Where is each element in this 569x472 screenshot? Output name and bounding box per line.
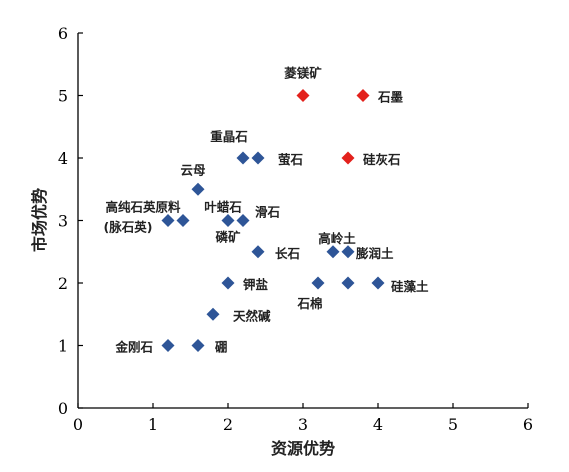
y-tick-label: 1 (58, 337, 68, 356)
data-point (161, 214, 175, 227)
data-point (236, 214, 250, 227)
point-label: 菱镁矿 (284, 66, 322, 81)
data-point (221, 276, 235, 290)
data-point (341, 276, 355, 290)
data-point (251, 151, 265, 165)
point-label: 云母 (180, 162, 206, 177)
point-label: 天然碱 (233, 308, 271, 323)
point-label: 硅藻土 (391, 279, 429, 294)
point-label: 重晶石 (210, 129, 248, 144)
x-tick-label: 3 (298, 415, 308, 434)
point-label: (脉石英) (104, 220, 153, 235)
point-label: 钾盐 (243, 277, 269, 292)
data-points (161, 89, 385, 352)
x-axis-title: 资源优势 (271, 439, 335, 458)
x-tick-label: 2 (223, 415, 233, 434)
y-tick-label: 5 (58, 87, 68, 106)
data-point (191, 339, 205, 352)
data-point (161, 339, 175, 352)
highlight-point (356, 89, 370, 102)
point-label: 硼 (215, 340, 228, 355)
point-label: 硅灰石 (363, 152, 401, 167)
y-tick-label: 2 (58, 274, 68, 293)
point-label: 金刚石 (114, 340, 153, 355)
data-point (236, 151, 250, 165)
data-point (251, 245, 265, 259)
x-tick-label: 6 (523, 415, 533, 434)
point-label: 高纯石英原料 (105, 200, 181, 215)
point-label: 叶蜡石 (204, 200, 242, 215)
y-tick-label: 0 (58, 399, 68, 418)
point-label: 萤石 (278, 152, 303, 167)
point-label: 高岭土 (318, 231, 356, 246)
data-point (341, 245, 355, 259)
ticks: 0 1 2 3 4 5 6 0 1 2 3 4 5 6 (58, 24, 533, 434)
point-label: 磷矿 (215, 230, 241, 245)
point-label: 石墨 (377, 90, 404, 105)
y-tick-label: 3 (58, 212, 68, 231)
point-label: 石棉 (296, 296, 322, 311)
y-axis-title: 市场优势 (30, 188, 49, 252)
point-label: 长石 (275, 246, 300, 261)
point-label: 膨润土 (355, 246, 394, 261)
x-tick-label: 4 (373, 415, 383, 434)
data-point (176, 214, 190, 227)
highlight-point (341, 151, 355, 165)
highlight-point (296, 89, 310, 102)
data-point (191, 182, 205, 196)
data-point (206, 307, 220, 321)
y-tick-label: 4 (58, 149, 68, 168)
y-tick-label: 6 (58, 24, 68, 43)
data-point (371, 276, 385, 290)
point-label: 滑石 (255, 205, 280, 220)
data-point (326, 245, 340, 259)
x-tick-label: 5 (448, 415, 458, 434)
data-point (311, 276, 325, 290)
x-tick-label: 1 (148, 415, 158, 434)
x-tick-label: 0 (73, 415, 83, 434)
data-point (221, 214, 235, 227)
